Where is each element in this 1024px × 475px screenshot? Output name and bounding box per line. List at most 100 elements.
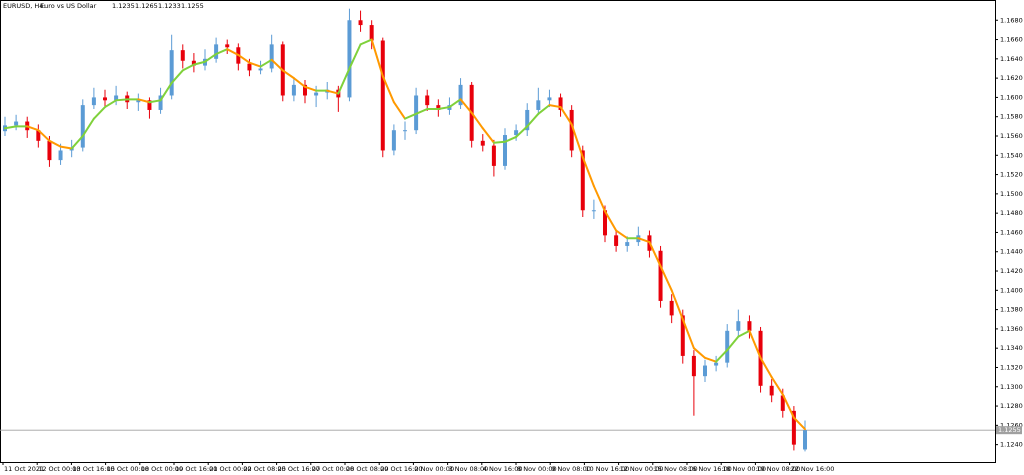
moving-average-segment — [704, 356, 718, 363]
plot-frame — [0, 0, 996, 463]
moving-average-segment — [781, 393, 795, 419]
moving-average-segment — [637, 237, 651, 244]
moving-average-segment — [581, 156, 595, 188]
candle-body — [747, 321, 752, 331]
moving-average-segment — [748, 329, 762, 359]
moving-average-segment — [292, 77, 306, 88]
candle-body — [736, 321, 741, 331]
moving-average-segment — [192, 60, 206, 66]
candle-body — [158, 95, 163, 110]
moving-average-segment — [181, 63, 195, 72]
x-tick-label: 15 Oct 00:00 — [107, 465, 149, 473]
x-tick-label: 16 Nov 16:00 — [688, 465, 732, 473]
y-tick-label: 1.1540 — [1000, 151, 1023, 159]
moving-average-segment — [259, 58, 273, 68]
candle-body — [91, 97, 96, 106]
candle-body — [247, 63, 252, 71]
moving-average-segment — [615, 229, 629, 240]
candle-body — [669, 300, 674, 316]
candle-body — [169, 50, 174, 96]
moving-average-segment — [404, 112, 418, 120]
moving-average-segment — [159, 81, 173, 102]
moving-average-segment — [759, 356, 773, 379]
candle-body — [569, 109, 574, 151]
y-tick-label: 1.1440 — [1000, 248, 1023, 256]
y-tick-label: 1.1280 — [1000, 402, 1023, 410]
y-tick-label: 1.1240 — [1000, 441, 1023, 449]
moving-average-segment — [648, 241, 662, 268]
moving-average-segment — [448, 98, 462, 109]
moving-average-segment — [4, 125, 18, 130]
x-tick-label: 10 Nov 16:00 — [585, 465, 629, 473]
moving-average-segment — [670, 289, 684, 321]
moving-average-segment — [248, 61, 262, 68]
y-tick-label: 1.1320 — [1000, 363, 1023, 371]
x-tick-label: 25 Oct 16:00 — [278, 465, 320, 473]
candle-body — [480, 140, 485, 146]
moving-average-segment — [70, 134, 84, 150]
candle-body — [769, 385, 774, 396]
moving-average-segment — [659, 265, 673, 292]
x-tick-label: 19 Nov 08:00 — [756, 465, 800, 473]
y-tick-label: 1.1600 — [1000, 93, 1023, 101]
candle-body — [580, 150, 585, 211]
candle-body — [714, 362, 719, 366]
moving-average-segment — [548, 104, 562, 109]
chart-title: EURUSD, H4: — [3, 2, 46, 10]
y-tick-label: 1.1480 — [1000, 209, 1023, 217]
candle-body — [514, 130, 519, 136]
moving-average-segment — [592, 185, 606, 213]
candle-body — [436, 105, 441, 110]
candle-body — [791, 410, 796, 445]
moving-average-segment — [237, 53, 251, 64]
candle-body — [780, 395, 785, 411]
y-tick-label: 1.1340 — [1000, 344, 1023, 352]
candle-body — [147, 100, 152, 110]
x-tick-label: 21 Oct 00:00 — [209, 465, 251, 473]
candle-body — [347, 20, 352, 98]
candle-body — [603, 210, 607, 236]
candle-body — [358, 20, 363, 26]
moving-average-segment — [81, 117, 95, 137]
moving-average-segment — [115, 98, 129, 102]
candle-body — [214, 44, 219, 59]
x-tick-label: 27 Oct 00:00 — [312, 465, 354, 473]
candle-body — [314, 92, 319, 96]
x-tick-label: 12 Oct 00:00 — [38, 465, 80, 473]
candle-body — [36, 130, 41, 141]
moving-average-segment — [92, 106, 106, 120]
y-tick-label: 1.1380 — [1000, 306, 1023, 314]
moving-average-segment — [737, 329, 751, 338]
x-tick-label: 3 Nov 08:00 — [449, 465, 489, 473]
moving-average-segment — [726, 335, 740, 352]
moving-average-segment — [526, 112, 540, 128]
x-tick-label: 18 Oct 00:00 — [141, 465, 183, 473]
candle-body — [547, 97, 552, 101]
candle-body — [403, 130, 407, 132]
y-tick-label: 1.1560 — [1000, 132, 1023, 140]
moving-average-segment — [148, 99, 162, 104]
candle-body — [303, 84, 307, 96]
header-value: 1.1233 — [158, 2, 181, 10]
moving-average-segment — [559, 106, 573, 126]
x-tick-label: 11 Oct 2021 — [4, 465, 44, 473]
candle-body — [191, 60, 196, 66]
candle-body — [391, 130, 396, 151]
moving-average-segment — [570, 123, 584, 159]
header-value: 1.1235 — [112, 2, 135, 10]
moving-average-segment — [204, 53, 218, 63]
y-tick-label: 1.1520 — [1000, 171, 1023, 179]
x-tick-label: 12 Nov 00:00 — [620, 465, 664, 473]
candle-body — [691, 355, 696, 377]
y-tick-label: 1.1460 — [1000, 228, 1023, 236]
header-value: 1.1265 — [135, 2, 158, 10]
x-tick-label: 22 Nov 16:00 — [791, 465, 835, 473]
x-tick-label: 19 Oct 16:00 — [175, 465, 217, 473]
price-label: 1.1255 — [998, 426, 1021, 434]
candle-body — [58, 150, 63, 161]
moving-average-segment — [792, 416, 806, 431]
candle-body — [114, 95, 119, 101]
moving-average-segment — [715, 349, 729, 363]
candle-body — [425, 95, 430, 106]
